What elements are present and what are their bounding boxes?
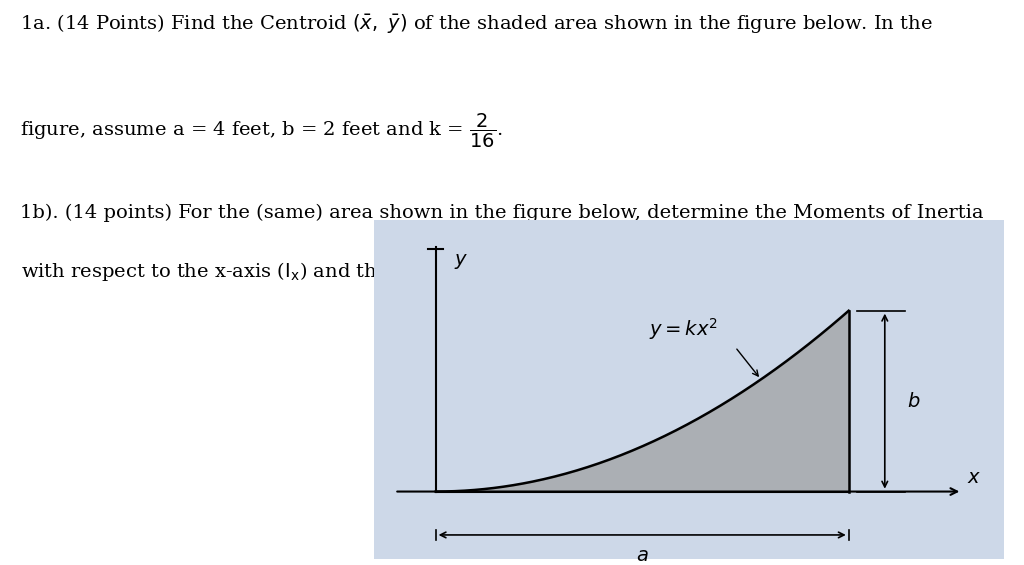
Text: 1b). (14 points) For the (same) area shown in the figure below, determine the Mo: 1b). (14 points) For the (same) area sho… <box>20 204 984 222</box>
Text: with respect to the x-axis ($\mathrm{I_x}$) and the y-axis ($\mathrm{I_y}$).: with respect to the x-axis ($\mathrm{I_x… <box>20 260 493 286</box>
Text: 1a. (14 Points) Find the Centroid $(\bar{x},\ \bar{y})$ of the shaded area shown: 1a. (14 Points) Find the Centroid $(\bar… <box>20 12 933 36</box>
Text: $a$: $a$ <box>636 547 648 564</box>
Text: $b$: $b$ <box>907 392 921 411</box>
Text: $y = kx^2$: $y = kx^2$ <box>649 316 718 342</box>
Text: figure, assume a = 4 feet, b = 2 feet and k = $\dfrac{2}{16}$.: figure, assume a = 4 feet, b = 2 feet an… <box>20 112 504 150</box>
Text: $y$: $y$ <box>455 252 469 271</box>
Text: $x$: $x$ <box>968 469 982 487</box>
